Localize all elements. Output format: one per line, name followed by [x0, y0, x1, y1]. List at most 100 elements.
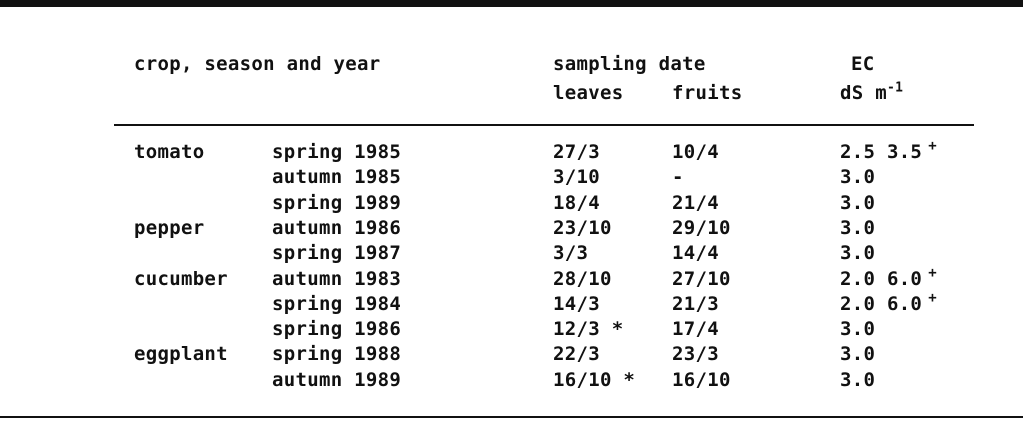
ec-unit-exponent: -1 [886, 80, 904, 96]
cell-leaves-text: 3/3 [553, 242, 589, 265]
cell-season-text: spring 1986 [272, 318, 402, 341]
cell-fruits: 14/4 [672, 242, 719, 264]
ec-footnote-mark: + [928, 264, 937, 281]
cell-fruits-text: 16/10 [672, 368, 731, 391]
header-fruits: fruits [672, 82, 743, 104]
ec-footnote-mark: + [928, 289, 937, 306]
cell-leaves-text: 28/10 [553, 267, 612, 290]
cell-fruits-text: 27/10 [672, 267, 731, 290]
top-rule [0, 0, 1023, 7]
cell-ec: 3.0 [840, 192, 881, 216]
header-leaves: leaves [553, 82, 624, 104]
cell-season-text: spring 1987 [272, 242, 402, 265]
cell-season: spring 1984 [272, 293, 401, 315]
cell-crop-text: pepper [134, 216, 205, 239]
header-rule [114, 124, 974, 126]
cell-fruits: 10/4 [672, 141, 719, 163]
cell-crop: cucumber [134, 268, 228, 290]
cell-fruits-text: 23/3 [672, 343, 719, 366]
cell-leaves-text: 14/3 [553, 292, 600, 315]
cell-fruits-text: 29/10 [672, 216, 731, 239]
cell-ec-text: 3.0 [840, 216, 876, 239]
cell-leaves-text: 3/10 [553, 166, 600, 189]
cell-ec: 3.0 [840, 242, 881, 266]
cell-leaves-text: 23/10 [553, 216, 612, 239]
cell-fruits-text: - [672, 166, 684, 189]
cell-ec: 2.0 6.0 + [840, 289, 937, 317]
cell-leaves: 18/4 [553, 192, 600, 214]
cell-fruits-text: 14/4 [672, 242, 719, 265]
cell-crop-text: eggplant [134, 343, 228, 366]
cell-leaves-text: 12/3 * [553, 318, 624, 341]
cell-fruits-text: 17/4 [672, 318, 719, 341]
header-crop-season-year: crop, season and year [134, 53, 381, 75]
cell-fruits-text: 10/4 [672, 141, 719, 163]
cell-leaves: 22/3 [553, 343, 600, 365]
cell-season: spring 1985 [272, 141, 401, 163]
cell-fruits: 21/3 [672, 293, 719, 315]
cell-fruits: 27/10 [672, 268, 731, 290]
cell-ec-text: 3.0 [840, 242, 876, 265]
cell-fruits: - [672, 166, 684, 188]
cell-leaves: 23/10 [553, 217, 612, 239]
header-ec-unit: dS m-1 [840, 82, 903, 104]
cell-fruits: 17/4 [672, 318, 719, 340]
cell-leaves: 28/10 [553, 268, 612, 290]
ec-footnote-mark: + [928, 138, 937, 154]
cell-season-text: autumn 1985 [272, 166, 402, 189]
cell-season-text: spring 1988 [272, 343, 402, 366]
cell-ec: 2.5 3.5 + [840, 138, 937, 165]
cell-leaves: 3/10 [553, 166, 600, 188]
cell-ec-text: 3.0 [840, 318, 876, 341]
cell-fruits-text: 21/3 [672, 292, 719, 315]
cell-season: autumn 1986 [272, 217, 401, 239]
cell-leaves: 16/10 * [553, 369, 635, 391]
cell-leaves: 12/3 * [553, 318, 623, 340]
cell-season: spring 1988 [272, 343, 401, 365]
cell-ec-text: 3.0 [840, 368, 876, 391]
cell-crop-text: tomato [134, 141, 205, 163]
cell-season-text: spring 1985 [272, 141, 402, 163]
cell-season: autumn 1983 [272, 268, 401, 290]
cell-ec: 3.0 [840, 166, 881, 190]
cell-season: spring 1987 [272, 242, 401, 264]
cell-leaves-text: 18/4 [553, 191, 600, 214]
cell-crop: tomato [134, 141, 204, 163]
cell-season-text: autumn 1983 [272, 267, 402, 290]
cell-ec: 3.0 [840, 343, 881, 367]
cell-crop: pepper [134, 217, 204, 239]
cell-ec-text: 3.0 [840, 166, 876, 189]
cell-crop-text: cucumber [134, 267, 228, 290]
cell-season: autumn 1985 [272, 166, 401, 188]
cell-leaves-text: 22/3 [553, 343, 600, 366]
bottom-rule [0, 416, 1023, 418]
cell-season: spring 1986 [272, 318, 401, 340]
header-ec: EC [851, 53, 875, 75]
cell-season-text: autumn 1986 [272, 216, 402, 239]
cell-season: autumn 1989 [272, 369, 401, 391]
cell-season-text: spring 1984 [272, 292, 402, 315]
cell-season: spring 1989 [272, 192, 401, 214]
cell-fruits: 21/4 [672, 192, 719, 214]
cell-leaves-text: 16/10 * [553, 368, 636, 391]
cell-fruits-text: 21/4 [672, 191, 719, 214]
cell-ec: 3.0 [840, 217, 881, 241]
cell-ec: 2.0 6.0 + [840, 264, 937, 292]
cell-ec: 3.0 [840, 318, 881, 342]
cell-fruits: 29/10 [672, 217, 731, 239]
cell-season-text: autumn 1989 [272, 368, 402, 391]
cell-crop: eggplant [134, 343, 228, 365]
cell-fruits: 16/10 [672, 369, 731, 391]
cell-ec-text: 3.0 [840, 343, 876, 366]
cell-leaves: 14/3 [553, 293, 600, 315]
cell-leaves: 27/3 [553, 141, 600, 163]
cell-ec-text: 3.0 [840, 191, 876, 214]
cell-ec-text: 2.5 3.5 [840, 141, 923, 163]
cell-ec-text: 2.0 6.0 [840, 292, 923, 315]
cell-leaves: 3/3 [553, 242, 588, 264]
cell-ec-text: 2.0 6.0 [840, 267, 923, 290]
cell-ec: 3.0 [840, 369, 881, 393]
ec-unit-text: dS m [840, 82, 887, 104]
cell-season-text: spring 1989 [272, 191, 402, 214]
cell-fruits: 23/3 [672, 343, 719, 365]
